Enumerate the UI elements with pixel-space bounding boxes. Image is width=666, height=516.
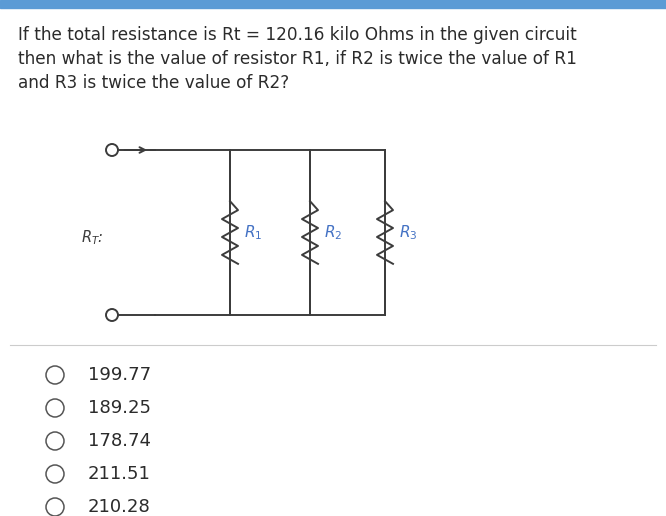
- Text: 199.77: 199.77: [88, 366, 151, 384]
- Text: 211.51: 211.51: [88, 465, 151, 483]
- Text: $R_2$: $R_2$: [324, 223, 342, 242]
- Text: $R_3$: $R_3$: [399, 223, 418, 242]
- Text: $R_1$: $R_1$: [244, 223, 262, 242]
- Text: 189.25: 189.25: [88, 399, 151, 417]
- Text: $R_T$:: $R_T$:: [81, 228, 104, 247]
- Text: then what is the value of resistor R1, if R2 is twice the value of R1: then what is the value of resistor R1, i…: [18, 50, 577, 68]
- Text: If the total resistance is Rt = 120.16 kilo Ohms in the given circuit: If the total resistance is Rt = 120.16 k…: [18, 26, 577, 44]
- Text: and R3 is twice the value of R2?: and R3 is twice the value of R2?: [18, 74, 289, 92]
- Bar: [0, 0, 666, 8]
- Text: 210.28: 210.28: [88, 498, 151, 516]
- Text: 178.74: 178.74: [88, 432, 151, 450]
